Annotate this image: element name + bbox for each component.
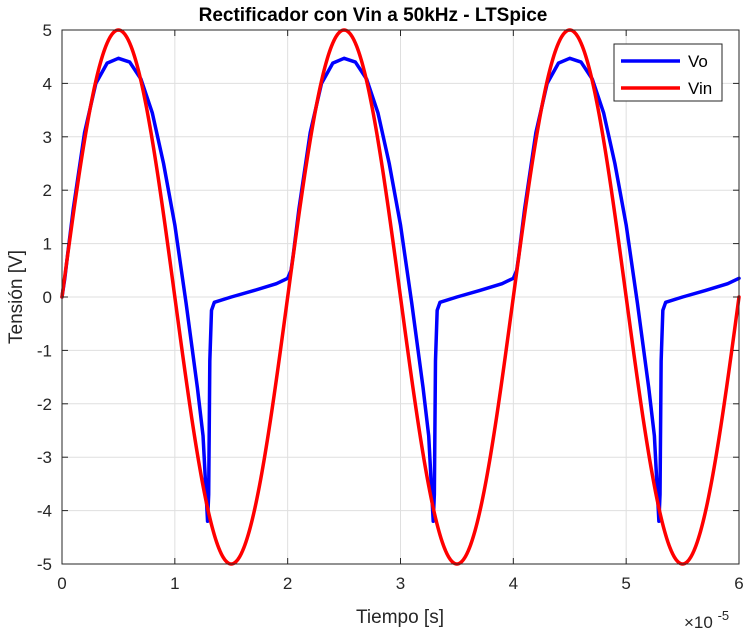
x-tick-label: 4 xyxy=(509,574,518,593)
y-tick-label: -4 xyxy=(37,502,52,521)
y-tick-label: -1 xyxy=(37,341,52,360)
y-tick-label: 0 xyxy=(43,288,52,307)
legend-label-vin: Vin xyxy=(688,79,712,98)
x-tick-label: 0 xyxy=(57,574,66,593)
y-tick-label: 5 xyxy=(43,21,52,40)
x-exponent: ×10 -5 xyxy=(684,608,729,632)
y-tick-label: -5 xyxy=(37,555,52,574)
series-line-vo xyxy=(60,56,741,524)
x-tick-label: 5 xyxy=(621,574,630,593)
chart-title: Rectificador con Vin a 50kHz - LTSpice xyxy=(199,5,548,26)
y-tick-label: -3 xyxy=(37,448,52,467)
x-tick-label: 6 xyxy=(734,574,743,593)
ticks: 0 1 2 3 4 5 6 5 4 3 2 1 0 -1 -2 -3 -4 -5 xyxy=(37,21,744,593)
y-tick-label: 2 xyxy=(43,181,52,200)
y-tick-label: -2 xyxy=(37,395,52,414)
y-tick-label: 3 xyxy=(43,128,52,147)
legend: Vo Vin xyxy=(613,43,723,102)
x-tick-label: 1 xyxy=(170,574,179,593)
x-exponent-power: -5 xyxy=(718,608,730,623)
y-axis-label: Tensión [V] xyxy=(6,250,27,344)
x-exponent-base: ×10 xyxy=(684,613,713,632)
x-tick-label: 2 xyxy=(283,574,292,593)
y-tick-label: 1 xyxy=(43,235,52,254)
y-tick-label: 4 xyxy=(43,74,52,93)
legend-label-vo: Vo xyxy=(688,52,708,71)
legend-box xyxy=(613,43,723,102)
x-axis-label: Tiempo [s] xyxy=(356,607,444,628)
series-layer xyxy=(60,28,741,566)
series-line-vin xyxy=(60,28,741,566)
x-tick-label: 3 xyxy=(396,574,405,593)
